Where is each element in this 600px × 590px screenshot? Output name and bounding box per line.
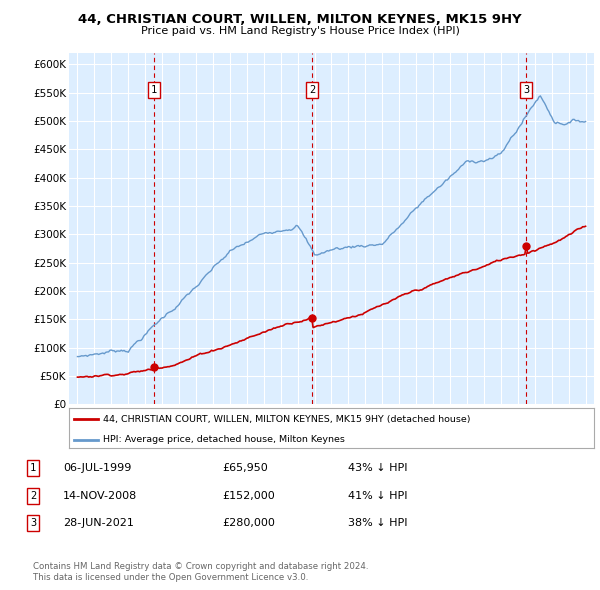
Text: 3: 3 bbox=[523, 85, 529, 95]
Text: 06-JUL-1999: 06-JUL-1999 bbox=[63, 463, 131, 473]
Text: Price paid vs. HM Land Registry's House Price Index (HPI): Price paid vs. HM Land Registry's House … bbox=[140, 26, 460, 36]
Text: Contains HM Land Registry data © Crown copyright and database right 2024.: Contains HM Land Registry data © Crown c… bbox=[33, 562, 368, 571]
Text: £280,000: £280,000 bbox=[222, 519, 275, 528]
Text: 41% ↓ HPI: 41% ↓ HPI bbox=[348, 491, 407, 500]
Text: 44, CHRISTIAN COURT, WILLEN, MILTON KEYNES, MK15 9HY: 44, CHRISTIAN COURT, WILLEN, MILTON KEYN… bbox=[78, 13, 522, 26]
Text: 2: 2 bbox=[309, 85, 316, 95]
Text: £65,950: £65,950 bbox=[222, 463, 268, 473]
Text: This data is licensed under the Open Government Licence v3.0.: This data is licensed under the Open Gov… bbox=[33, 572, 308, 582]
Text: 28-JUN-2021: 28-JUN-2021 bbox=[63, 519, 134, 528]
Text: 2: 2 bbox=[30, 491, 36, 500]
Text: 14-NOV-2008: 14-NOV-2008 bbox=[63, 491, 137, 500]
Text: HPI: Average price, detached house, Milton Keynes: HPI: Average price, detached house, Milt… bbox=[103, 435, 345, 444]
Text: 1: 1 bbox=[30, 463, 36, 473]
Text: £152,000: £152,000 bbox=[222, 491, 275, 500]
Text: 38% ↓ HPI: 38% ↓ HPI bbox=[348, 519, 407, 528]
Text: 43% ↓ HPI: 43% ↓ HPI bbox=[348, 463, 407, 473]
Text: 44, CHRISTIAN COURT, WILLEN, MILTON KEYNES, MK15 9HY (detached house): 44, CHRISTIAN COURT, WILLEN, MILTON KEYN… bbox=[103, 415, 470, 424]
Text: 1: 1 bbox=[151, 85, 157, 95]
Text: 3: 3 bbox=[30, 519, 36, 528]
